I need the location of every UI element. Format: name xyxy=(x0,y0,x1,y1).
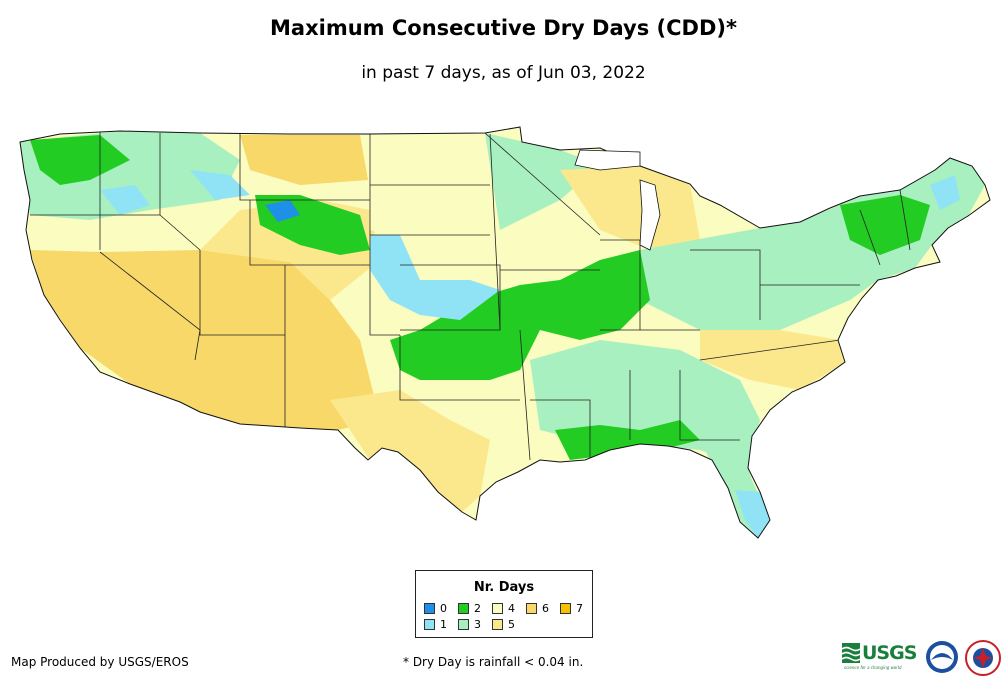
region-newengland-2 xyxy=(840,195,930,255)
noaa-logo-icon xyxy=(926,641,958,673)
legend-swatch xyxy=(492,619,503,630)
legend-item-0: 0 xyxy=(424,602,447,615)
map-subtitle: in past 7 days, as of Jun 03, 2022 xyxy=(361,63,646,83)
map-title: Maximum Consecutive Dry Days (CDD)* xyxy=(270,16,737,40)
legend-label: 1 xyxy=(440,618,447,631)
region-michigan-5 xyxy=(560,166,700,250)
region-florida-1 xyxy=(735,490,770,538)
legend-swatch xyxy=(492,603,503,614)
map-credit: Map Produced by USGS/EROS xyxy=(11,655,189,669)
lake-superior xyxy=(574,149,641,171)
legend-item-3: 3 xyxy=(458,618,481,631)
legend-label: 6 xyxy=(542,602,549,615)
lake-michigan xyxy=(639,179,661,251)
legend-swatch xyxy=(526,603,537,614)
region-maine-1 xyxy=(930,175,960,210)
legend-swatch xyxy=(458,603,469,614)
agency-logos: USGS science for a changing world xyxy=(842,636,1002,680)
conus-dry-days-map xyxy=(19,126,991,539)
legend-swatch xyxy=(458,619,469,630)
legend-grid: 0 1 2 3 4 5 6 7 xyxy=(424,602,589,634)
legend-item-4: 4 xyxy=(492,602,515,615)
usgs-wordmark: USGS xyxy=(862,642,917,664)
legend-item-2: 2 xyxy=(458,602,481,615)
region-texas-5 xyxy=(330,390,490,512)
legend-label: 7 xyxy=(576,602,583,615)
legend-label: 2 xyxy=(474,602,481,615)
legend-swatch xyxy=(424,619,435,630)
nws-logo-icon xyxy=(965,640,1001,676)
dry-day-footnote: * Dry Day is rainfall < 0.04 in. xyxy=(403,655,584,669)
region-plains-4 xyxy=(368,140,500,240)
region-montana-6 xyxy=(240,135,368,185)
region-southwest-6 xyxy=(30,250,380,430)
legend-label: 3 xyxy=(474,618,481,631)
legend-title: Nr. Days xyxy=(473,580,535,595)
region-gulf-2 xyxy=(555,420,700,460)
region-pnw-1 xyxy=(100,185,150,215)
region-wyoming-0 xyxy=(265,200,300,222)
region-carolinas-5 xyxy=(700,330,845,390)
usgs-tagline: science for a changing world xyxy=(844,665,902,670)
region-pnw-2 xyxy=(30,135,130,185)
legend-item-1: 1 xyxy=(424,618,447,631)
region-idaho-1 xyxy=(190,170,250,200)
legend-item-7: 7 xyxy=(560,602,583,615)
state-boundaries xyxy=(30,131,911,461)
legend-label: 5 xyxy=(508,618,515,631)
legend-label: 0 xyxy=(440,602,447,615)
legend-swatch xyxy=(560,603,571,614)
legend: Nr. Days 0 1 2 3 4 5 6 xyxy=(415,570,593,638)
region-central-2 xyxy=(390,250,650,380)
legend-swatch xyxy=(424,603,435,614)
legend-label: 4 xyxy=(508,602,515,615)
legend-item-5: 5 xyxy=(492,618,515,631)
region-midwest-3 xyxy=(485,133,600,230)
usgs-logo: USGS xyxy=(842,642,917,664)
legend-item-6: 6 xyxy=(526,602,549,615)
region-kansas-1 xyxy=(370,235,500,320)
usgs-wave-icon xyxy=(842,643,860,663)
